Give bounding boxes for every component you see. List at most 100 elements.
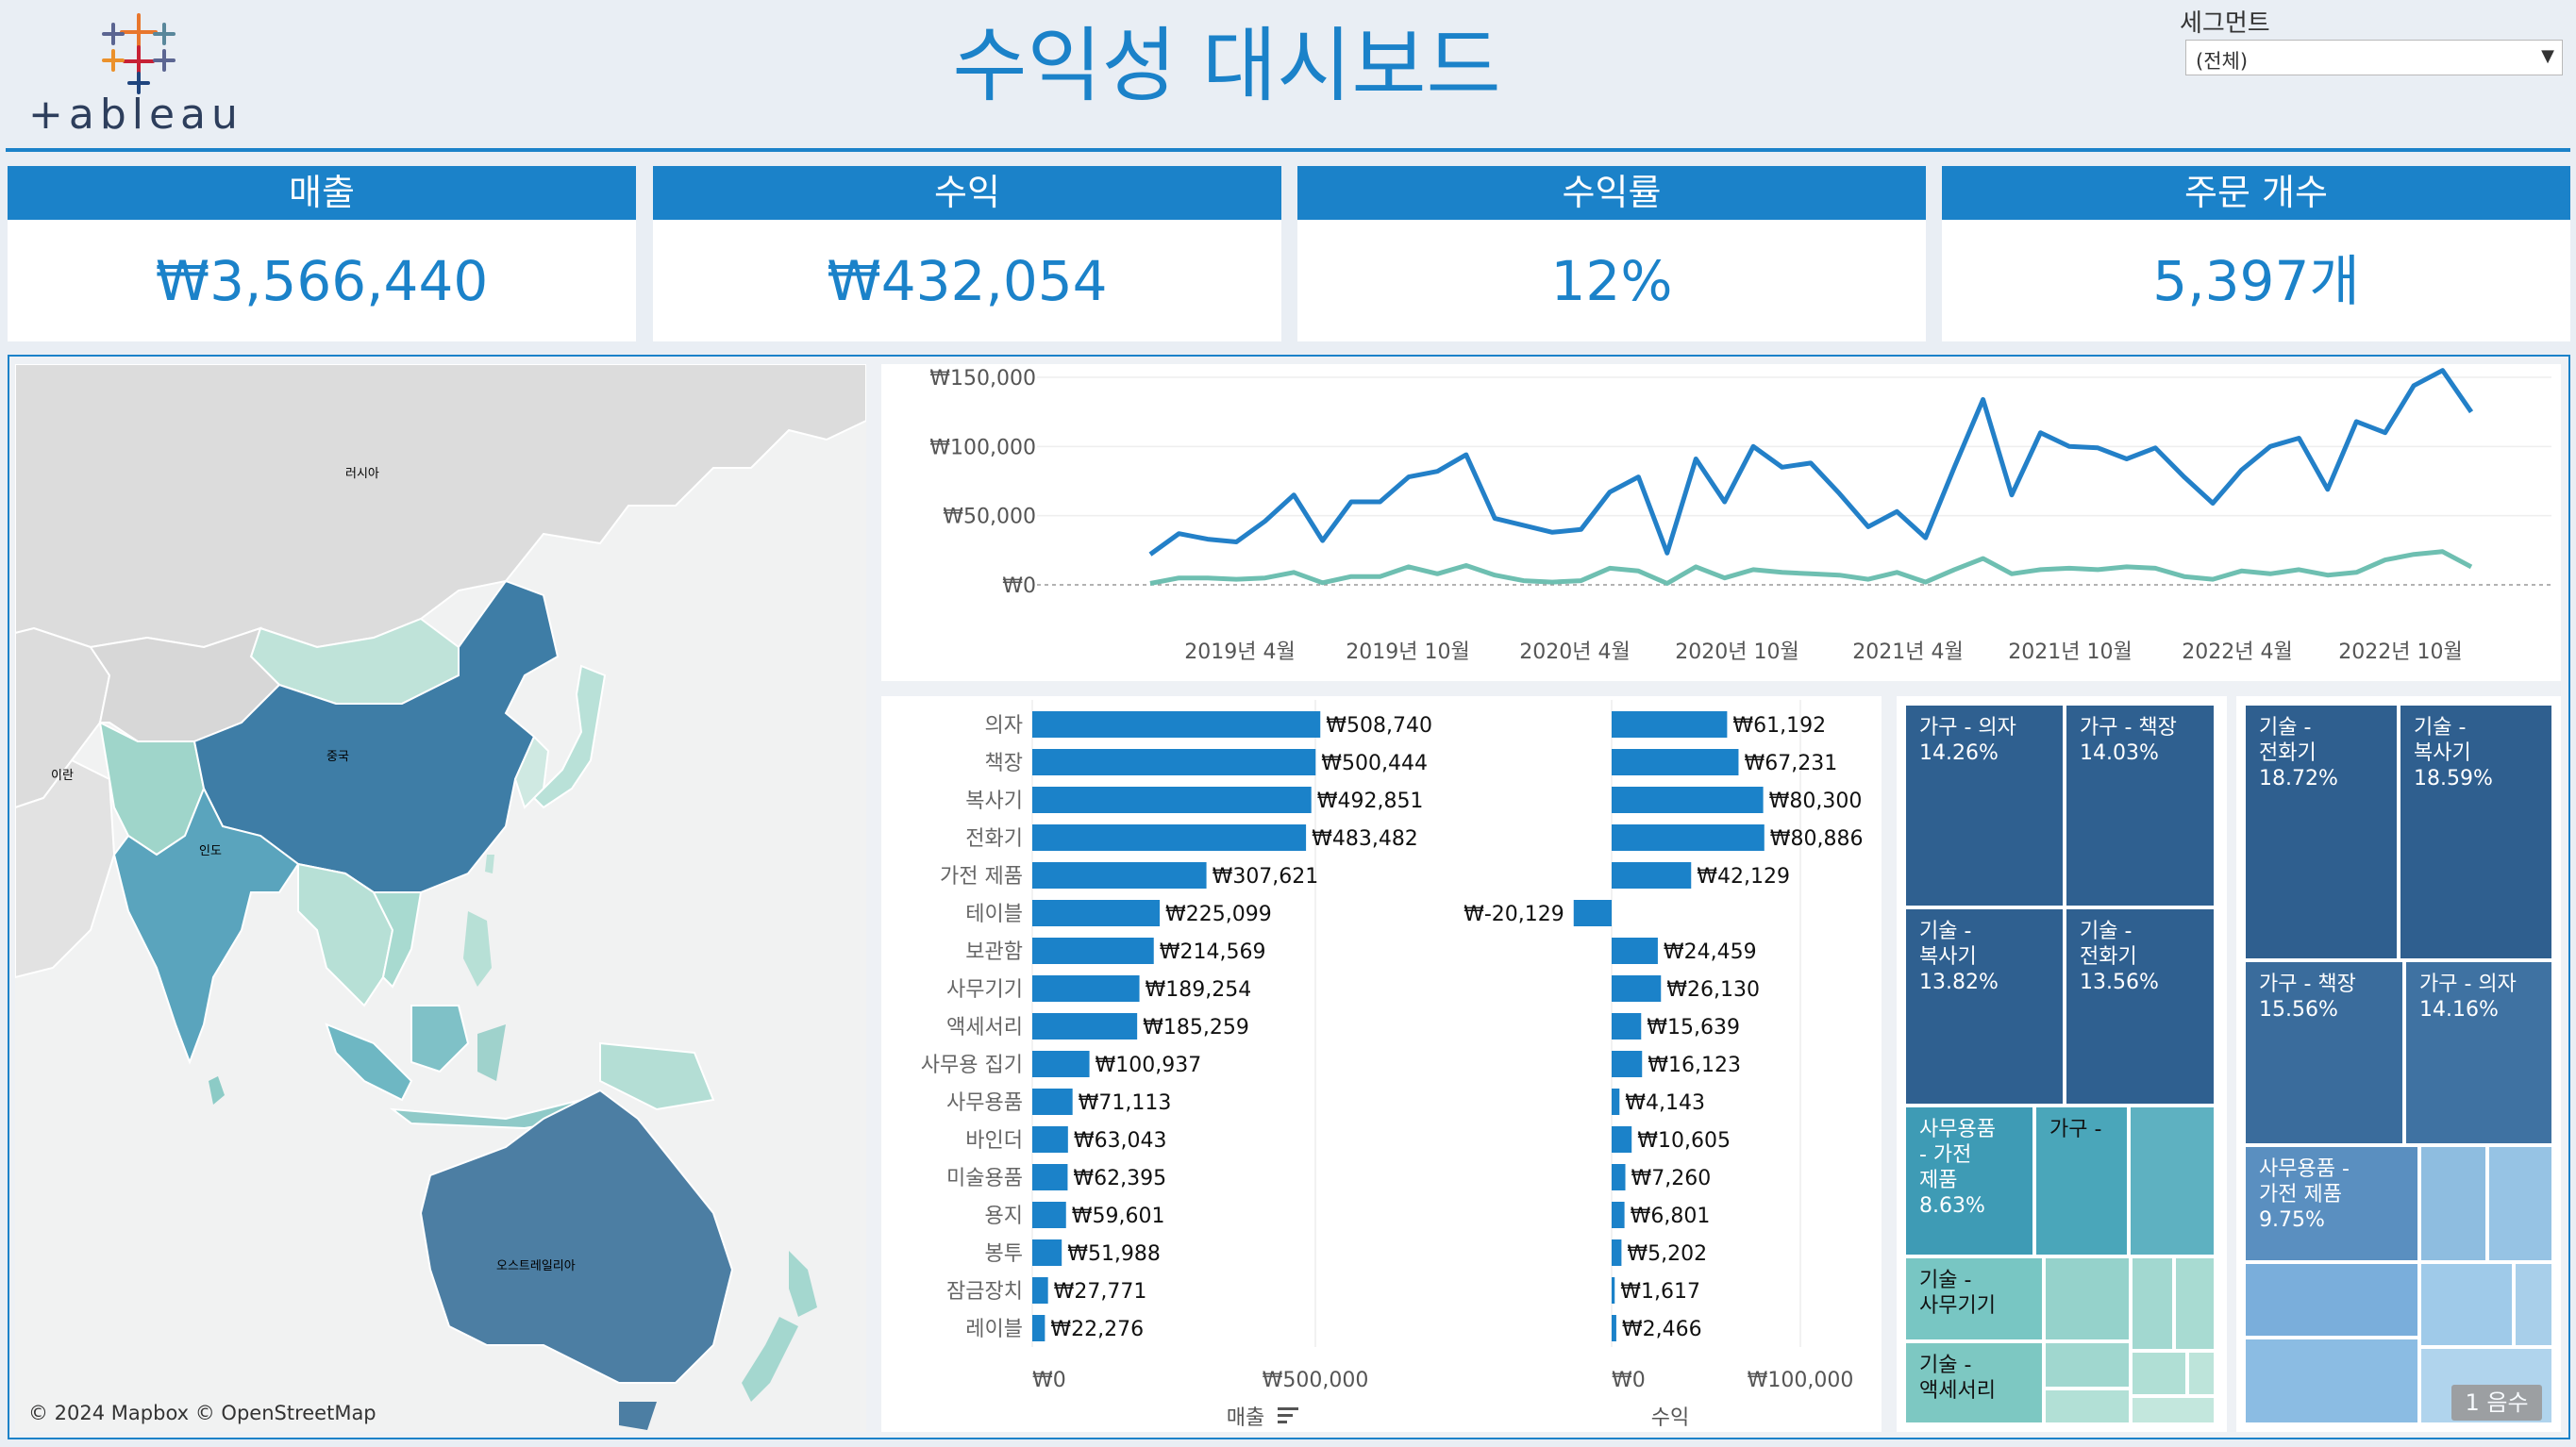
- chevron-down-icon[interactable]: ▼: [2541, 46, 2554, 66]
- treemap-cell[interactable]: [2514, 1262, 2553, 1347]
- sales-bar[interactable]: [1032, 900, 1161, 926]
- sales-line[interactable]: [1148, 368, 2474, 557]
- sales-bar[interactable]: [1032, 1126, 1068, 1153]
- profit-bar[interactable]: [1612, 1126, 1632, 1153]
- profit-value-label: ₩2,466: [1622, 1318, 1702, 1341]
- profit-bar[interactable]: [1612, 1164, 1626, 1190]
- sales-bar[interactable]: [1032, 938, 1154, 964]
- sales-bar[interactable]: [1032, 975, 1140, 1002]
- segment-filter-label: 세그먼트: [2180, 9, 2270, 38]
- sales-bar[interactable]: [1032, 824, 1307, 851]
- treemap-cell[interactable]: [2487, 1145, 2553, 1262]
- category-label: 바인더: [965, 1129, 1023, 1153]
- treemap-cell[interactable]: 가구 - 책장 15.56%: [2244, 960, 2404, 1145]
- sales-value-label: ₩508,740: [1326, 714, 1432, 738]
- treemap-cell[interactable]: [2174, 1256, 2216, 1351]
- kpi-value: ₩432,054: [827, 249, 1108, 313]
- treemap-cell[interactable]: [2419, 1145, 2487, 1262]
- y-tick-label: ₩50,000: [943, 506, 1036, 529]
- category-label: 책장: [985, 752, 1023, 775]
- profit-bar[interactable]: [1612, 1051, 1643, 1077]
- treemap-cell[interactable]: 기술 - 전화기 18.72%: [2244, 704, 2399, 960]
- kpi-value: ₩3,566,440: [155, 249, 489, 313]
- treemap-cell[interactable]: 사무용품 - 가전 제품 9.75%: [2244, 1145, 2419, 1262]
- profit-bar[interactable]: [1573, 900, 1612, 926]
- profit-bar[interactable]: [1612, 1239, 1622, 1266]
- sales-bar[interactable]: [1032, 749, 1316, 775]
- profit-bar[interactable]: [1612, 711, 1728, 738]
- treemap-cell[interactable]: 기술 - 전화기 13.56%: [2065, 907, 2216, 1106]
- map-canvas[interactable]: 러시아 중국 이란 인도 오스트레일리아: [15, 364, 866, 1432]
- profit-bar[interactable]: [1612, 1089, 1620, 1115]
- profit-bar[interactable]: [1612, 1315, 1616, 1341]
- treemap-cell[interactable]: [2131, 1351, 2187, 1396]
- sales-bar[interactable]: [1032, 1202, 1066, 1228]
- profit-line[interactable]: [1149, 549, 2473, 586]
- profit-value-label: ₩7,260: [1631, 1167, 1712, 1190]
- negative-count-badge[interactable]: 1 음수: [2451, 1385, 2542, 1421]
- treemap-cell[interactable]: [2131, 1256, 2174, 1351]
- treemap-cell[interactable]: [2131, 1396, 2216, 1424]
- sales-bar[interactable]: [1032, 862, 1207, 889]
- treemap-sales-panel: 가구 - 의자 14.26% 가구 - 책장 14.03% 기술 - 복사기 1…: [1897, 696, 2227, 1432]
- sales-bar[interactable]: [1032, 1164, 1068, 1190]
- profit-bar[interactable]: [1612, 1013, 1642, 1040]
- tableau-logo: +ableau: [28, 13, 238, 135]
- treemap-cell[interactable]: [2419, 1262, 2514, 1347]
- category-label: 봉투: [985, 1242, 1023, 1266]
- segment-filter-dropdown[interactable]: (전체) ▼: [2185, 40, 2563, 75]
- line-chart-panel: ₩150,000 ₩100,000 ₩50,000 ₩0 2019년 4월 2019년 1…: [881, 364, 2561, 681]
- profit-bar[interactable]: [1612, 975, 1662, 1002]
- treemap-cell[interactable]: [2044, 1389, 2131, 1424]
- treemap-cell[interactable]: [2244, 1262, 2419, 1338]
- x-tick-label: 2019년 10월: [1346, 640, 1469, 664]
- line-chart[interactable]: ₩150,000 ₩100,000 ₩50,000 ₩0 2019년 4월 2019년 1…: [881, 364, 2561, 681]
- page-title: 수익성 대시보드: [952, 19, 1501, 113]
- sales-bar[interactable]: [1032, 1315, 1045, 1341]
- treemap-cell[interactable]: 기술 - 복사기 18.59%: [2399, 704, 2553, 960]
- treemap-cell[interactable]: [2044, 1341, 2131, 1389]
- sales-value-label: ₩62,395: [1073, 1167, 1166, 1190]
- treemap-cell[interactable]: 기술 - 액세서리: [1904, 1341, 2044, 1424]
- sales-value-label: ₩27,771: [1054, 1280, 1147, 1304]
- treemap-cell[interactable]: 기술 - 사무기기: [1904, 1256, 2044, 1341]
- treemap-cell[interactable]: 가구 - 의자 14.16%: [2404, 960, 2553, 1145]
- profit-bar[interactable]: [1612, 1202, 1625, 1228]
- profit-value-label: ₩80,300: [1769, 790, 1863, 813]
- treemap-cell[interactable]: [2244, 1338, 2419, 1424]
- x-tick-label: 2022년 10월: [2338, 640, 2462, 664]
- x-tick-label: 2021년 10월: [2008, 640, 2132, 664]
- profit-bar[interactable]: [1612, 787, 1764, 813]
- treemap-cell[interactable]: [2044, 1256, 2131, 1341]
- profit-bar[interactable]: [1612, 824, 1765, 851]
- profit-bar[interactable]: [1612, 862, 1692, 889]
- profit-bar[interactable]: [1612, 1277, 1615, 1304]
- sales-bar[interactable]: [1032, 1277, 1048, 1304]
- profit-bar[interactable]: [1612, 938, 1658, 964]
- treemap-cell[interactable]: [2187, 1351, 2216, 1396]
- treemap-cell[interactable]: 가구 -: [2034, 1106, 2129, 1256]
- sales-bar[interactable]: [1032, 1013, 1138, 1040]
- sales-value-label: ₩71,113: [1079, 1091, 1172, 1115]
- treemap-cell[interactable]: 가구 - 의자 14.26%: [1904, 704, 2065, 907]
- sales-bar[interactable]: [1032, 711, 1321, 738]
- bar-chart[interactable]: 의자 ₩508,740 ₩61,192 책장 ₩500,444 ₩67,231 복사기 ₩49…: [881, 696, 1882, 1432]
- map-view[interactable]: 러시아 중국 이란 인도 오스트레일리아: [15, 364, 866, 1432]
- sales-bar[interactable]: [1032, 1051, 1090, 1077]
- kpi-value: 12%: [1550, 249, 1673, 313]
- sales-bar[interactable]: [1032, 1089, 1073, 1115]
- treemap-cell[interactable]: 사무용품 - 가전 제품 8.63%: [1904, 1106, 2034, 1256]
- treemap-cell[interactable]: 기술 - 복사기 13.82%: [1904, 907, 2065, 1106]
- sort-icon[interactable]: [1278, 1407, 1298, 1423]
- treemap-cell[interactable]: 가구 - 책장 14.03%: [2065, 704, 2216, 907]
- profit-value-label: ₩26,130: [1666, 978, 1760, 1002]
- treemap-cell[interactable]: [2129, 1106, 2216, 1256]
- profit-value-label: ₩42,129: [1697, 865, 1790, 889]
- sales-bar[interactable]: [1032, 787, 1312, 813]
- sales-value-label: ₩492,851: [1317, 790, 1424, 813]
- sales-bar[interactable]: [1032, 1239, 1062, 1266]
- y-tick-label: ₩0: [1002, 574, 1036, 598]
- kpi-card-sales: 매출 ₩3,566,440: [8, 166, 636, 341]
- profit-bar[interactable]: [1612, 749, 1739, 775]
- profit-axis-title: 수익: [1651, 1406, 1689, 1430]
